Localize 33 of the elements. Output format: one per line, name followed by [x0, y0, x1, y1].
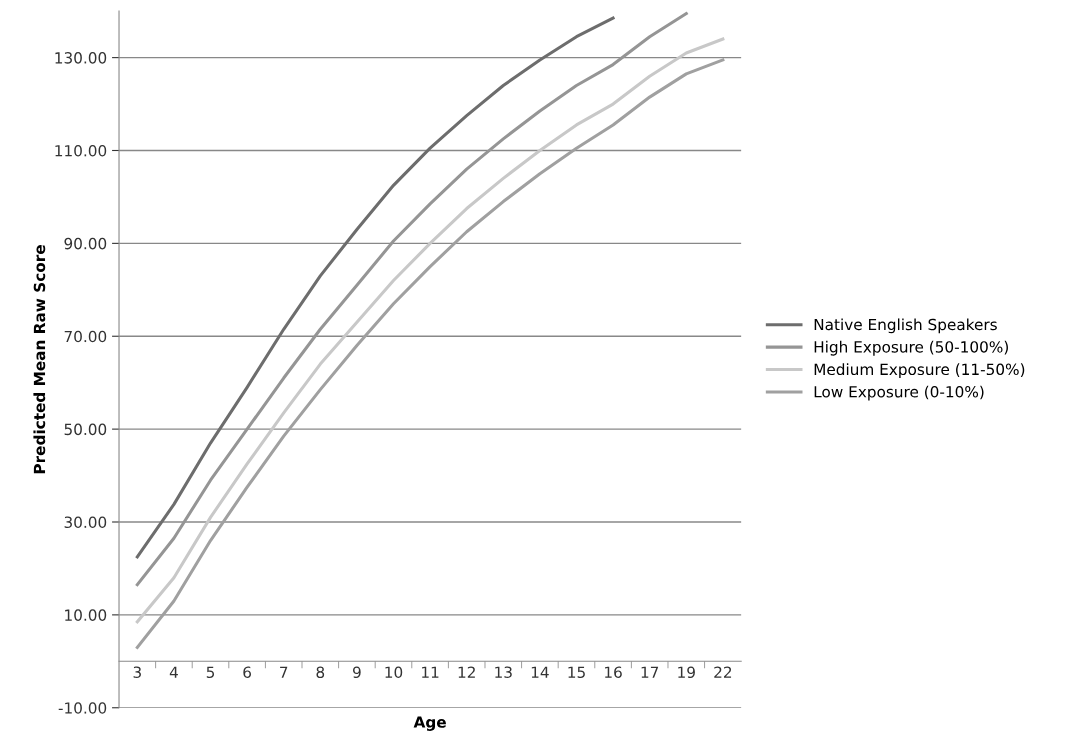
x-tick-label: 15: [568, 666, 585, 678]
y-axis-title: Predicted Mean Raw Score: [33, 245, 46, 474]
x-tick-label: 11: [422, 666, 439, 678]
x-tick-label: 22: [714, 666, 732, 678]
x-tick-label: 8: [316, 666, 325, 678]
x-tick-label: 17: [641, 666, 659, 678]
x-tick-label: 3: [133, 666, 141, 678]
y-tick-label: 10.00: [65, 609, 107, 621]
y-tick-label: 30.00: [64, 516, 107, 529]
x-tick-label: 6: [243, 666, 252, 678]
line-series: [135, 11, 688, 587]
x-tick-label: 4: [169, 666, 178, 678]
x-tick-label: 14: [531, 666, 549, 678]
x-tick-label: 9: [353, 666, 361, 678]
y-tick-label: 90.00: [64, 237, 107, 250]
legend-label: High Exposure (50-100%): [814, 340, 1008, 356]
line-series: [135, 16, 615, 559]
x-tick-label: 7: [280, 666, 288, 678]
y-tick-label: 130.00: [55, 52, 107, 64]
y-tick-label: 110.00: [55, 144, 107, 157]
y-tick-label: 50.00: [64, 423, 107, 436]
x-tick-label: 12: [458, 666, 475, 678]
x-tick-label: 10: [385, 666, 403, 678]
x-tick-label: 16: [605, 666, 622, 678]
y-tick-label: 70.00: [64, 330, 107, 343]
legend-label: Medium Exposure (11-50%): [814, 363, 1025, 379]
x-tick-label: 13: [495, 666, 512, 678]
y-tick-label: -10.00: [58, 702, 107, 714]
x-axis-title: Age: [413, 716, 446, 731]
legend-label: Low Exposure (0-10%): [814, 385, 984, 401]
legend-label: Native English Speakers: [814, 318, 997, 334]
x-tick-label: 19: [678, 666, 695, 678]
x-tick-label: 5: [206, 666, 215, 678]
